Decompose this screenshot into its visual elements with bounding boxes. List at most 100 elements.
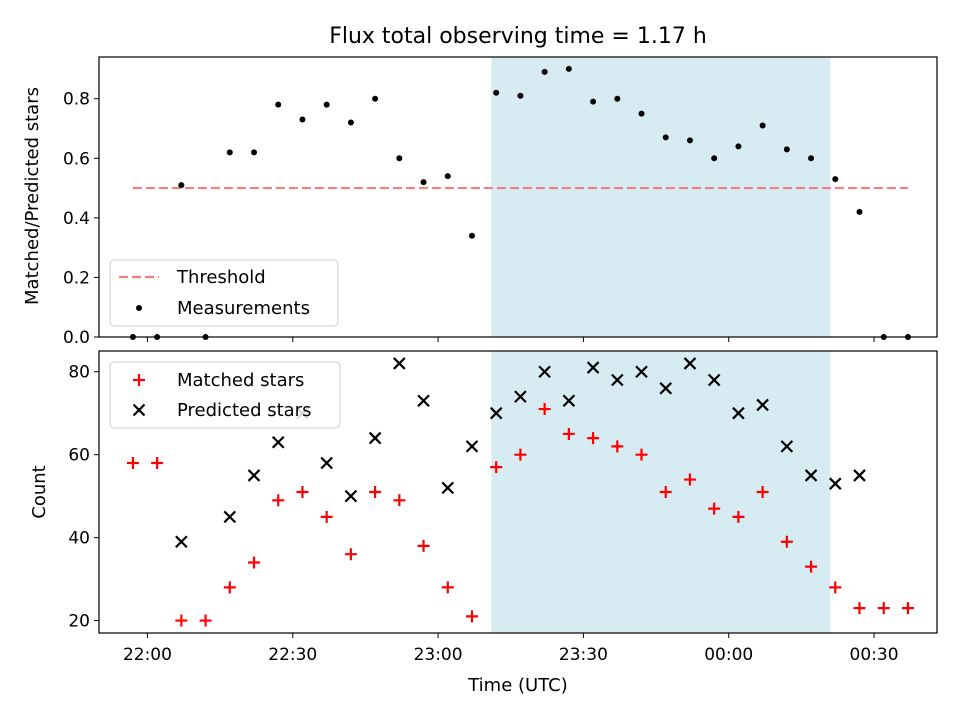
bottom-y-axis-label: Count [29, 465, 50, 518]
x-tick-label-5: 00:30 [850, 645, 899, 665]
predicted-stars-point [732, 406, 745, 420]
measurement-point [832, 176, 839, 183]
measurement-point [662, 134, 669, 141]
predicted-stars-point [756, 398, 769, 412]
x-tick-label-3: 23:30 [559, 645, 608, 665]
predicted-stars-point [538, 365, 551, 379]
chart-title: Flux total observing time = 1.17 h [329, 24, 707, 49]
matched-stars-point [272, 494, 285, 507]
matched-stars-point [199, 614, 212, 627]
matched-stars-point [683, 473, 696, 486]
matched-stars-point [635, 448, 648, 461]
matched-stars-point [659, 486, 672, 498]
y-tick-label-1-1: 40 [68, 529, 90, 549]
measurement-point [565, 65, 572, 72]
matched-stars-point [587, 432, 600, 445]
measurement-point [226, 149, 233, 156]
legend-predicted-swatch [132, 403, 146, 417]
predicted-stars-point [586, 361, 600, 374]
predicted-stars-point [393, 357, 406, 370]
x-axis-label: Time (UTC) [467, 675, 568, 696]
measurement-point [614, 95, 621, 102]
y-tick-label-0-2: 0.4 [63, 209, 90, 229]
measurement-point [299, 116, 306, 123]
matched-stars-point [562, 427, 575, 440]
predicted-stars-point [320, 456, 333, 470]
measurement-point [420, 179, 427, 186]
predicted-stars-point [635, 365, 648, 379]
predicted-stars-point [514, 390, 527, 403]
matched-stars-point [490, 461, 503, 474]
matched-stars-point [417, 539, 430, 552]
predicted-stars-point [344, 489, 358, 503]
matched-stars-point [441, 581, 454, 594]
x-tick-label-4: 00:00 [704, 645, 753, 665]
measurement-point [468, 232, 475, 239]
matched-stars-point [732, 510, 745, 523]
measurement-point [396, 155, 403, 162]
matched-stars-point [829, 581, 842, 594]
measurement-point [590, 98, 597, 105]
y-tick-label-1-0: 20 [68, 612, 90, 632]
matched-stars-point [296, 486, 309, 498]
legend-measurements-swatch [136, 305, 142, 311]
matched-stars-point [393, 494, 406, 507]
matched-stars-point [223, 581, 236, 594]
measurement-point [711, 155, 718, 162]
matched-stars-point [780, 535, 793, 548]
measurement-point [493, 89, 500, 96]
matched-stars-point [465, 610, 478, 623]
predicted-stars-point [489, 406, 503, 420]
measurement-point [444, 173, 451, 180]
observing-span-0 [491, 57, 831, 337]
matched-stars-point [369, 486, 382, 498]
top-y-axis-label: Matched/Predicted stars [22, 87, 43, 305]
measurement-point [251, 149, 258, 156]
matched-stars-point [708, 502, 721, 515]
matched-stars-point [853, 602, 866, 615]
matched-stars-point [151, 456, 164, 469]
predicted-stars-point [271, 435, 285, 449]
predicted-stars-point [465, 440, 479, 453]
legend-top: Threshold Measurements [109, 259, 339, 327]
measurement-point [638, 110, 645, 117]
predicted-stars-point [853, 469, 866, 482]
axes-frame-0 [98, 56, 938, 338]
x-tick-label-2: 23:00 [414, 645, 463, 665]
predicted-stars-point [223, 510, 237, 524]
legend-measurements-label: Measurements [177, 298, 310, 319]
measurement-point [735, 143, 742, 150]
predicted-stars-point [562, 394, 576, 408]
matched-stars-point [320, 510, 333, 523]
predicted-stars-point [707, 373, 721, 387]
measurement-point [686, 137, 693, 144]
axes-frame-1 [98, 350, 938, 634]
predicted-stars-point [441, 481, 455, 495]
matched-stars-point [611, 440, 624, 453]
measurement-point [347, 119, 354, 126]
matched-stars-point [877, 602, 890, 615]
measurement-point [808, 155, 815, 162]
predicted-stars-point [247, 469, 261, 482]
measurement-point [856, 208, 863, 215]
matched-stars-point [514, 448, 527, 461]
x-tick-label-1: 22:30 [268, 645, 317, 665]
matched-stars-point [805, 560, 818, 573]
measurement-point [783, 146, 790, 153]
x-tick-label-0: 22:00 [123, 645, 172, 665]
predicted-stars-point [780, 440, 794, 453]
predicted-stars-point [368, 431, 382, 445]
predicted-stars-point [683, 357, 697, 370]
matched-stars-point [901, 602, 914, 615]
y-tick-label-0-1: 0.2 [63, 268, 90, 288]
measurement-point [517, 92, 524, 99]
predicted-stars-point [804, 469, 818, 482]
legend-predicted-label: Predicted stars [177, 400, 311, 421]
matched-stars-point [248, 556, 261, 569]
legend-bottom: Matched stars Predicted stars [109, 361, 341, 429]
measurement-point [178, 182, 185, 189]
predicted-stars-point [659, 382, 673, 395]
matched-stars-point [126, 456, 139, 469]
